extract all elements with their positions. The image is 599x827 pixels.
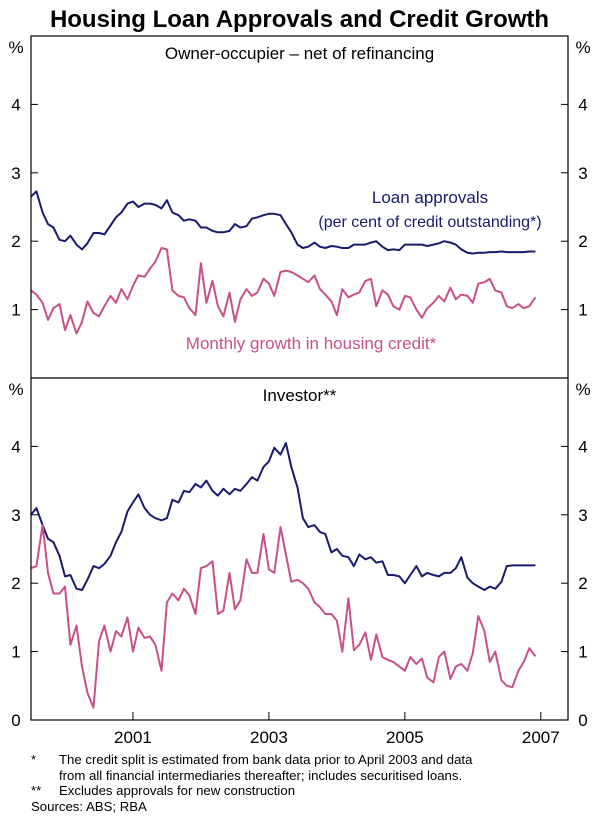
panel2-ytick-label-left-3: 3: [11, 506, 20, 525]
footnote-2-mark: **: [31, 783, 42, 799]
loan-approvals-sublabel: (per cent of credit outstanding*): [318, 214, 541, 231]
panel2-title: Investor**: [263, 386, 337, 405]
panel2-ytick-label-right-4: 4: [578, 437, 587, 456]
xtick-label-1: 2003: [250, 728, 288, 747]
footnote-1: * The credit split is estimated from ban…: [31, 752, 591, 783]
footnote-2-text: Excludes approvals for new construction: [59, 783, 296, 799]
panel2-unit-left: %: [8, 380, 23, 399]
panel1-ytick-label-left-0: 1: [11, 301, 20, 320]
xtick-label-3: 2007: [522, 728, 560, 747]
panel2-ytick-label-right-0: 0: [578, 711, 587, 730]
panel2-ytick-label-left-2: 2: [11, 574, 20, 593]
panel1-ytick-label-right-0: 1: [578, 301, 587, 320]
panel2-ytick-label-left-4: 4: [11, 437, 20, 456]
panel1-ytick-label-right-1: 2: [578, 232, 587, 251]
panel2-unit-right: %: [575, 380, 590, 399]
panel2-ytick-label-left-1: 1: [11, 643, 20, 662]
footnotes: * The credit split is estimated from ban…: [31, 752, 591, 814]
footnote-1-line-2: from all financial intermediaries therea…: [59, 767, 463, 783]
panel1-title: Owner-occupier – net of refinancing: [165, 44, 434, 63]
panel1-series-loan-approvals-line: [30, 190, 536, 255]
panel2-ytick-label-right-1: 1: [578, 643, 587, 662]
panel2-ytick-label-right-3: 3: [578, 506, 587, 525]
panel1-ytick-label-right-2: 3: [578, 164, 587, 183]
panel2-series-loan-approvals-line: [30, 442, 536, 591]
sources-text: Sources: ABS; RBA: [31, 798, 147, 814]
xtick-label-2: 2005: [386, 728, 424, 747]
panel2-ytick-label-right-2: 2: [578, 574, 587, 593]
panel1-ytick-label-left-3: 4: [11, 95, 20, 114]
loan-approvals-label: Loan approvals: [372, 188, 488, 207]
footnote-1-line-1: The credit split is estimated from bank …: [59, 752, 473, 767]
panel1-ytick-label-left-2: 3: [11, 164, 20, 183]
panel1-unit-right: %: [575, 38, 590, 57]
panel1-unit-left: %: [8, 38, 23, 57]
chart-canvas: Housing Loan Approvals and Credit Growth…: [8, 6, 590, 747]
panel1-ytick-label-right-3: 4: [578, 95, 587, 114]
panel1-series-housing-credit-line: [30, 247, 537, 335]
housing-credit-label: Monthly growth in housing credit*: [186, 334, 437, 353]
panel1-ytick-label-left-1: 2: [11, 232, 20, 251]
chart-title: Housing Loan Approvals and Credit Growth: [50, 6, 549, 33]
panel2-ytick-label-left-0: 0: [11, 711, 20, 730]
footnote-2: ** Excludes approvals for new constructi…: [31, 783, 591, 799]
panel2-series-housing-credit-line: [30, 524, 537, 709]
sources-note: Sources: ABS; RBA: [31, 799, 591, 815]
xtick-label-0: 2001: [114, 728, 152, 747]
footnote-1-mark: *: [31, 752, 37, 767]
